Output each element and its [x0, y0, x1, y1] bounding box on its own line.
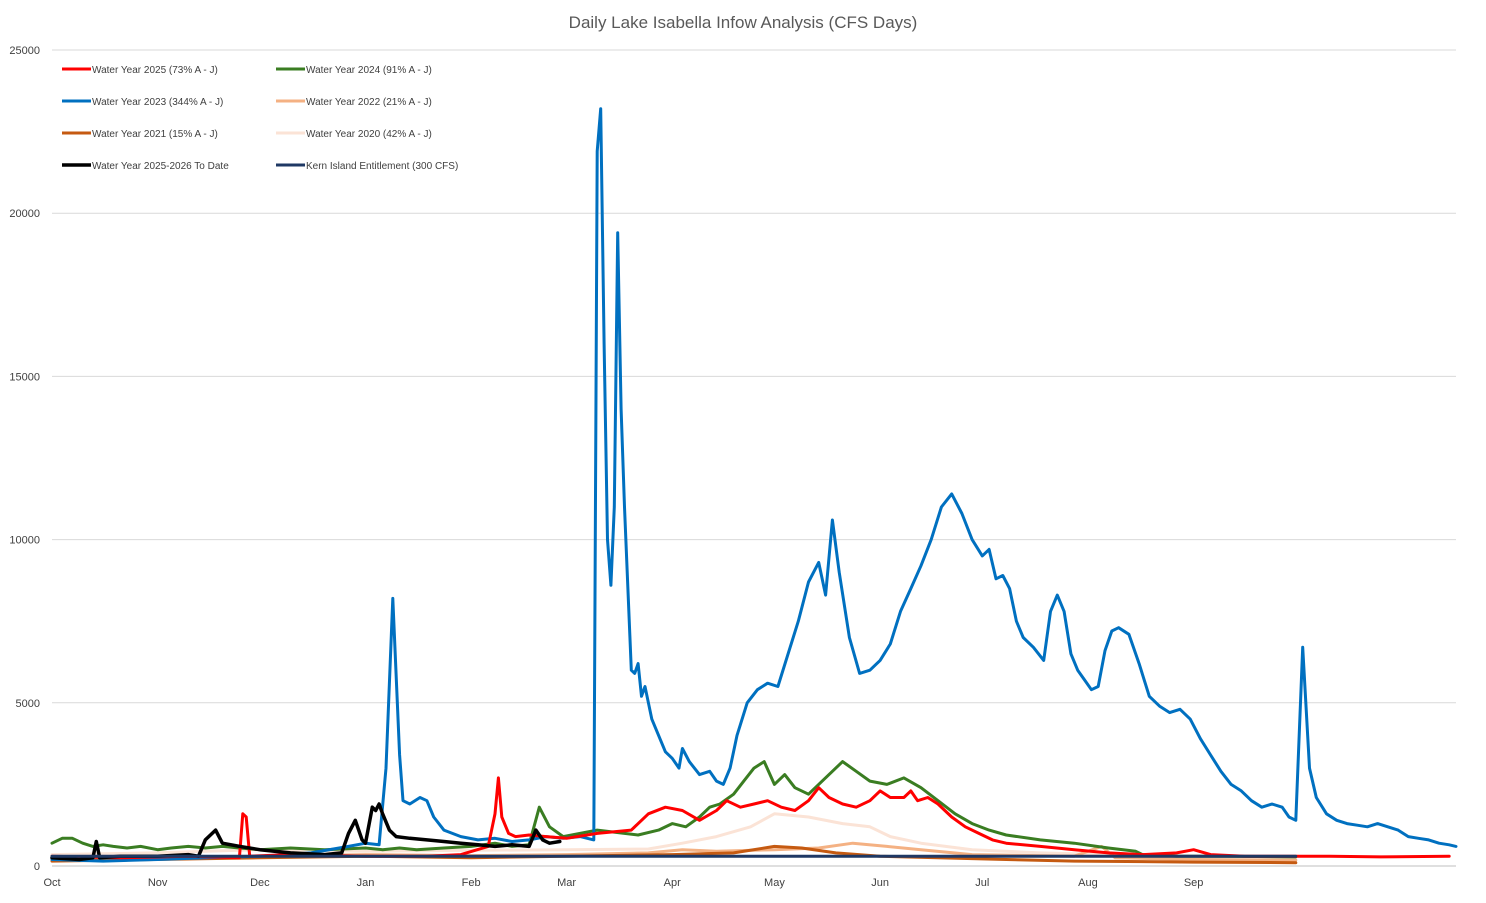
x-tick-label: Dec [250, 877, 270, 889]
x-tick-label: Oct [43, 877, 60, 889]
legend-label: Water Year 2024 (91% A - J) [306, 65, 432, 76]
y-tick-label: 5000 [16, 698, 40, 710]
y-tick-label: 25000 [9, 45, 40, 57]
x-tick-label: Jul [975, 877, 989, 889]
legend-label: Water Year 2022 (21% A - J) [306, 97, 432, 108]
series-line-4 [50, 107, 1458, 863]
chart-title: Daily Lake Isabella Infow Analysis (CFS … [569, 13, 918, 32]
series-lines [50, 107, 1458, 865]
x-tick-label: Sep [1184, 877, 1204, 889]
y-tick-label: 20000 [9, 208, 40, 220]
y-tick-label: 15000 [9, 371, 40, 383]
x-tick-label: Apr [664, 877, 681, 889]
x-tick-label: May [764, 877, 785, 889]
x-axis-tick-labels: Oct Nov Dec Jan Feb Mar Apr May Jun Jul Aug Sep [43, 877, 1203, 889]
x-tick-label: Feb [462, 877, 481, 889]
legend-label: Water Year 2023 (344% A - J) [92, 97, 223, 108]
legend-label: Water Year 2025 (73% A - J) [92, 65, 218, 76]
x-tick-label: Aug [1078, 877, 1098, 889]
x-tick-label: Jun [871, 877, 889, 889]
series-line-3 [50, 760, 1298, 859]
y-tick-label: 0 [34, 861, 40, 873]
legend: Water Year 2025 (73% A - J) Water Year 20… [62, 65, 458, 172]
legend-label: Water Year 2021 (15% A - J) [92, 129, 218, 140]
series-line-5 [50, 776, 1451, 860]
series-line-0 [50, 812, 1298, 859]
legend-label: Kern Island Entitlement (300 CFS) [306, 161, 458, 172]
x-tick-label: Mar [557, 877, 576, 889]
y-axis-tick-labels: 0 5000 10000 15000 20000 25000 [9, 45, 40, 873]
x-tick-label: Nov [148, 877, 168, 889]
legend-label: Water Year 2020 (42% A - J) [306, 129, 432, 140]
legend-label: Water Year 2025-2026 To Date [92, 161, 229, 172]
gridlines [52, 49, 1456, 867]
x-tick-label: Jan [357, 877, 375, 889]
y-tick-label: 10000 [9, 535, 40, 547]
